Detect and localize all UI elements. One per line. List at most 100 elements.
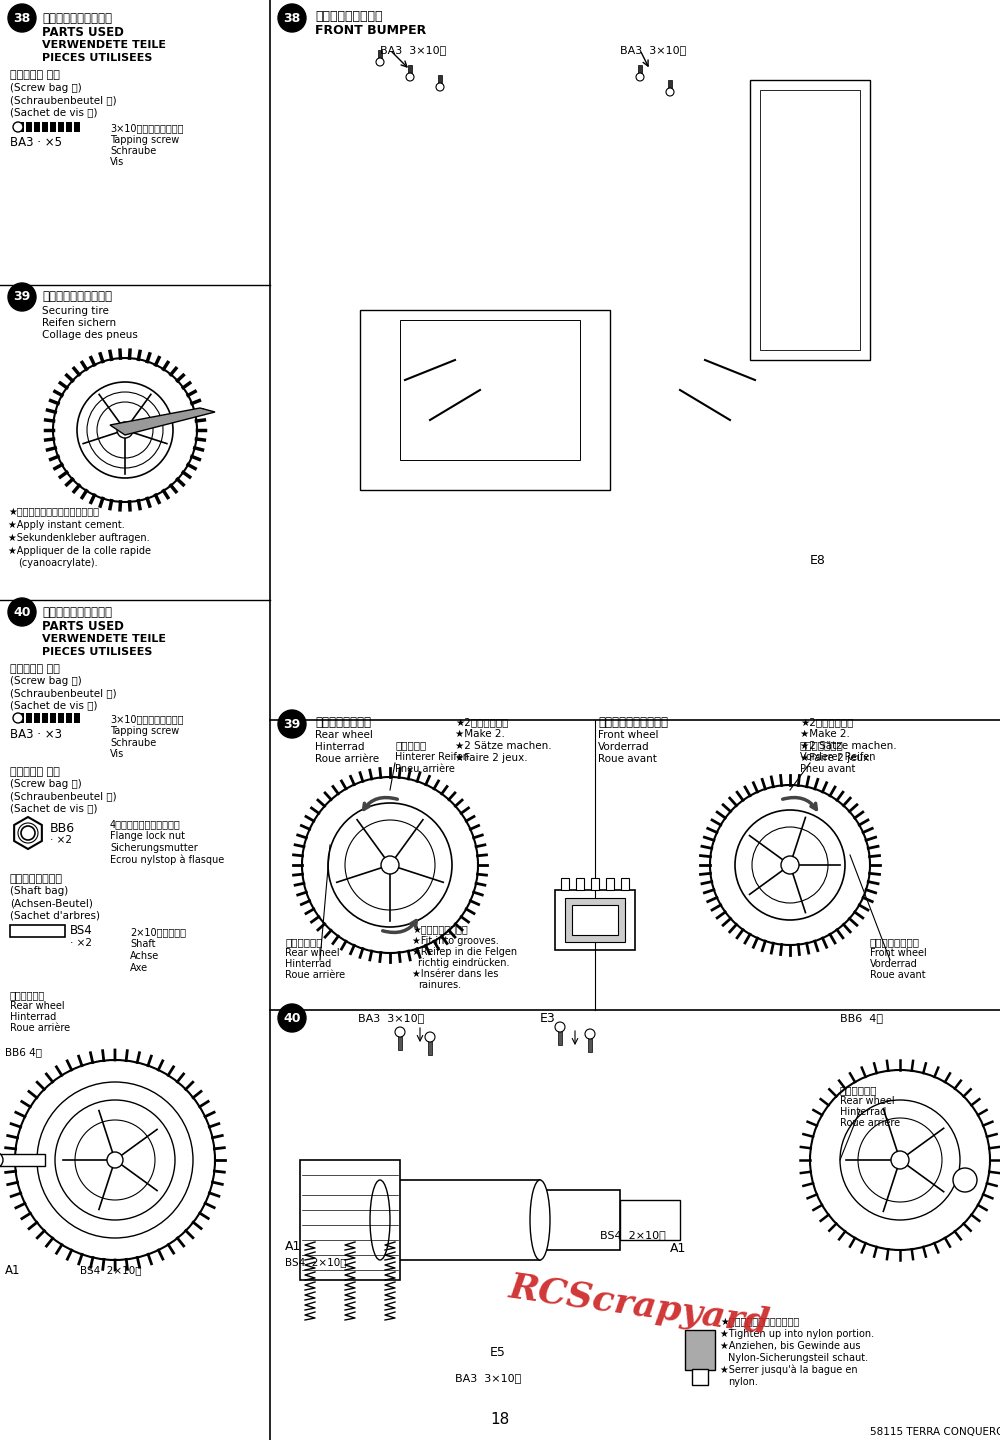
Text: A1: A1 xyxy=(670,1241,686,1254)
Bar xyxy=(66,713,72,723)
Text: Rear wheel: Rear wheel xyxy=(315,730,373,740)
Text: 18: 18 xyxy=(490,1413,510,1427)
Circle shape xyxy=(278,4,306,32)
Bar xyxy=(438,75,442,86)
Text: ★Appliquer de la colle rapide: ★Appliquer de la colle rapide xyxy=(8,546,151,556)
Text: Rear wheel: Rear wheel xyxy=(10,1001,65,1011)
Bar xyxy=(74,122,80,132)
Bar xyxy=(620,1200,680,1240)
Text: ★2個作ります。: ★2個作ります。 xyxy=(800,717,853,727)
Text: ★Make 2.: ★Make 2. xyxy=(800,729,850,739)
Bar xyxy=(378,50,382,62)
Bar xyxy=(380,1179,540,1260)
Bar xyxy=(26,122,32,132)
Text: BA3  3×10㎜: BA3 3×10㎜ xyxy=(380,45,446,55)
Text: · ×2: · ×2 xyxy=(70,937,92,948)
Text: Rear wheel: Rear wheel xyxy=(840,1096,895,1106)
Text: Nylon-Sicherungsteil schaut.: Nylon-Sicherungsteil schaut. xyxy=(728,1354,868,1364)
Text: Rear wheel: Rear wheel xyxy=(285,948,340,958)
Text: 39: 39 xyxy=(13,291,31,304)
Circle shape xyxy=(77,382,173,478)
Bar xyxy=(685,1331,715,1369)
Text: Hinterrad: Hinterrad xyxy=(315,742,364,752)
Text: （ビス袋詰 Ⓐ）: （ビス袋詰 Ⓐ） xyxy=(10,71,60,81)
Text: 〈使用する小物金具〉: 〈使用する小物金具〉 xyxy=(42,12,112,24)
Circle shape xyxy=(278,1004,306,1032)
Bar xyxy=(18,713,24,723)
Text: (Shaft bag): (Shaft bag) xyxy=(10,886,68,896)
Bar xyxy=(540,1189,620,1250)
Circle shape xyxy=(107,1152,123,1168)
Text: (Sachet d'arbres): (Sachet d'arbres) xyxy=(10,910,100,920)
Text: Hinterrad: Hinterrad xyxy=(840,1107,886,1117)
Text: A1: A1 xyxy=(5,1263,20,1276)
Bar xyxy=(561,878,569,890)
Text: Shaft: Shaft xyxy=(130,939,156,949)
Text: Roue arrière: Roue arrière xyxy=(285,971,345,981)
Circle shape xyxy=(13,122,23,132)
Circle shape xyxy=(278,710,306,737)
Text: Roue avant: Roue avant xyxy=(598,755,657,765)
Bar xyxy=(606,878,614,890)
Text: ★Anziehen, bis Gewinde aus: ★Anziehen, bis Gewinde aus xyxy=(720,1341,860,1351)
Text: ★Apply instant cement.: ★Apply instant cement. xyxy=(8,520,125,530)
Bar xyxy=(26,713,32,723)
Bar xyxy=(300,1161,400,1280)
Bar xyxy=(50,713,56,723)
Bar xyxy=(74,713,80,723)
Text: BS4  2×10㎜: BS4 2×10㎜ xyxy=(80,1264,142,1274)
Text: （シャフト袋詰）: （シャフト袋詰） xyxy=(10,874,63,884)
Text: Pneu arrière: Pneu arrière xyxy=(395,765,455,775)
Text: 〈フロントホイール〉: 〈フロントホイール〉 xyxy=(598,716,668,729)
Bar xyxy=(621,878,629,890)
Text: PIECES UTILISEES: PIECES UTILISEES xyxy=(42,53,152,63)
Text: (Achsen-Beutel): (Achsen-Beutel) xyxy=(10,899,93,909)
Bar xyxy=(408,65,412,76)
Text: 〈リヤホイール〉: 〈リヤホイール〉 xyxy=(315,716,371,729)
Circle shape xyxy=(425,1032,435,1043)
Circle shape xyxy=(302,778,478,953)
Text: リヤホイール: リヤホイール xyxy=(10,991,45,999)
Circle shape xyxy=(8,284,36,311)
Text: 38: 38 xyxy=(13,12,31,24)
Text: rainures.: rainures. xyxy=(418,981,461,991)
Text: Reifen sichern: Reifen sichern xyxy=(42,318,116,328)
Text: ★Sekundenkleber auftragen.: ★Sekundenkleber auftragen. xyxy=(8,533,150,543)
Bar xyxy=(572,904,618,935)
Bar xyxy=(638,65,642,76)
Text: A1: A1 xyxy=(285,1240,301,1253)
Bar xyxy=(668,81,672,92)
Text: ★Reifep in die Felgen: ★Reifep in die Felgen xyxy=(412,948,517,958)
Text: Vorderrad: Vorderrad xyxy=(598,742,650,752)
Text: E8: E8 xyxy=(810,553,826,566)
Polygon shape xyxy=(110,408,215,435)
Bar xyxy=(42,122,48,132)
Circle shape xyxy=(8,598,36,626)
Text: (Sachet de vis Ⓐ): (Sachet de vis Ⓐ) xyxy=(10,700,98,710)
Text: VERWENDETE TEILE: VERWENDETE TEILE xyxy=(42,634,166,644)
Text: Tapping screw: Tapping screw xyxy=(110,135,179,145)
Text: · ×2: · ×2 xyxy=(50,835,72,845)
Text: PARTS USED: PARTS USED xyxy=(42,26,124,39)
Text: ★みぞにはめます。: ★みぞにはめます。 xyxy=(412,924,468,935)
Circle shape xyxy=(15,1060,215,1260)
Text: Achse: Achse xyxy=(130,950,159,960)
Circle shape xyxy=(666,88,674,96)
Circle shape xyxy=(710,785,870,945)
Text: ★Insérer dans les: ★Insérer dans les xyxy=(412,969,498,979)
Text: ★Faire 2 jeux.: ★Faire 2 jeux. xyxy=(800,753,873,763)
Text: Schraube: Schraube xyxy=(110,145,156,156)
Text: 3×10㎜タッピングビス: 3×10㎜タッピングビス xyxy=(110,122,184,132)
Text: バンパーのとりつけ: バンパーのとりつけ xyxy=(315,10,382,23)
Text: BA3  3×10㎜: BA3 3×10㎜ xyxy=(455,1372,521,1382)
Text: (Screw bag Ⓐ): (Screw bag Ⓐ) xyxy=(10,675,82,685)
Circle shape xyxy=(37,1081,193,1238)
Text: Hinterer Reifen: Hinterer Reifen xyxy=(395,752,469,762)
Text: フロントタイヤ: フロントタイヤ xyxy=(800,740,844,750)
Text: フロントホイール: フロントホイール xyxy=(870,937,920,948)
Text: 58115 TERRA CONQUEROR: 58115 TERRA CONQUEROR xyxy=(870,1427,1000,1437)
Text: (Schraubenbeutel Ⓐ): (Schraubenbeutel Ⓐ) xyxy=(10,688,117,698)
Text: FRONT BUMPER: FRONT BUMPER xyxy=(315,23,426,36)
Text: 39: 39 xyxy=(283,717,301,730)
Text: PIECES UTILISEES: PIECES UTILISEES xyxy=(42,647,152,657)
